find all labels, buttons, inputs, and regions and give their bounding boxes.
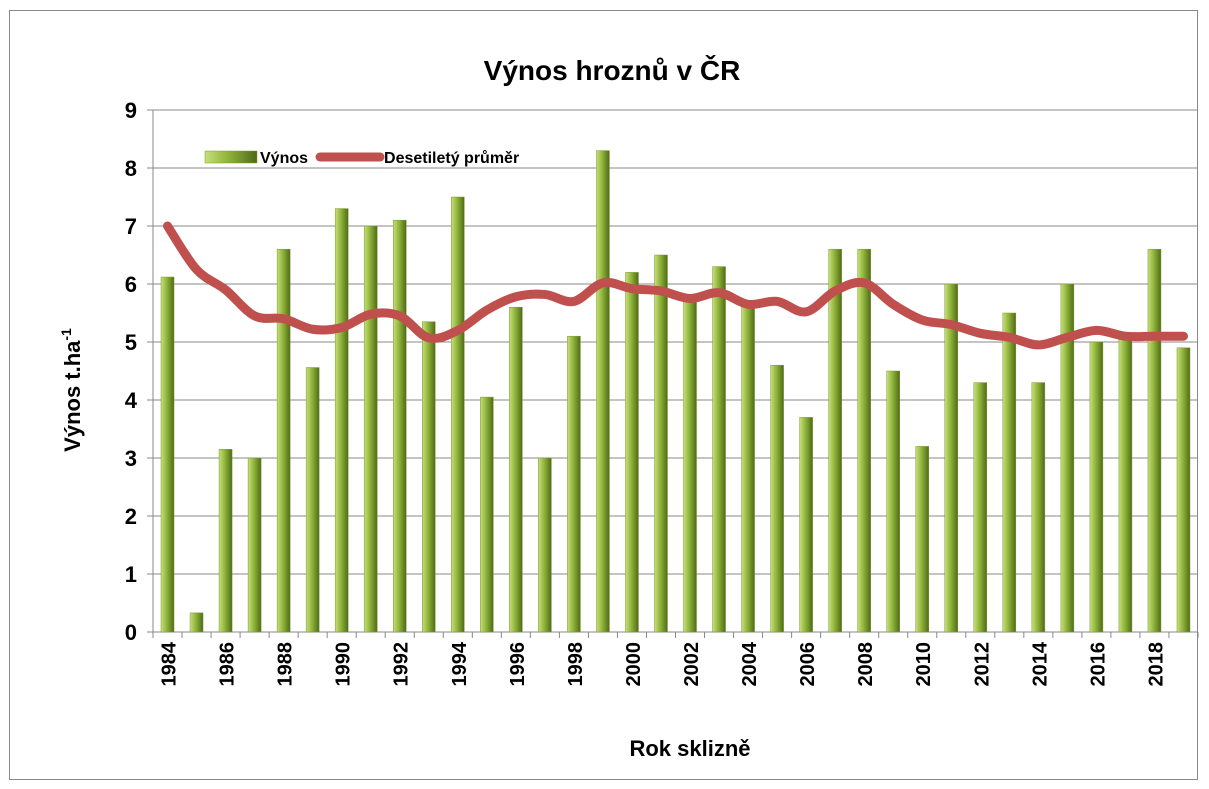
x-tick-label: 1992 bbox=[391, 642, 413, 687]
bar bbox=[392, 219, 407, 633]
bar bbox=[567, 335, 581, 633]
bar bbox=[1031, 382, 1046, 633]
x-tick-label: 1988 bbox=[275, 642, 297, 687]
bar bbox=[683, 298, 697, 633]
bar bbox=[189, 612, 204, 633]
bar bbox=[596, 150, 610, 633]
y-tick-label: 1 bbox=[125, 562, 137, 587]
bar bbox=[828, 248, 842, 633]
bar bbox=[654, 254, 668, 633]
bar bbox=[1002, 312, 1017, 633]
bar bbox=[247, 457, 262, 633]
y-tick-label: 3 bbox=[125, 446, 137, 471]
x-tick-label: 2014 bbox=[1029, 641, 1051, 686]
y-tick-label: 0 bbox=[125, 620, 137, 645]
x-tick-label: 2010 bbox=[913, 642, 935, 687]
bar bbox=[1147, 248, 1162, 633]
y-axis-title-main: Výnos t.ha bbox=[60, 340, 85, 452]
x-tick-label: 2000 bbox=[623, 642, 645, 687]
x-tick-label: 2016 bbox=[1087, 642, 1109, 687]
bar bbox=[625, 272, 639, 633]
y-tick-label: 9 bbox=[125, 98, 137, 123]
bar bbox=[218, 449, 233, 633]
x-tick-label: 2002 bbox=[681, 642, 703, 687]
bar bbox=[1176, 347, 1191, 633]
bar bbox=[799, 417, 813, 633]
bar bbox=[1060, 283, 1075, 633]
y-axis-title-sup: -1 bbox=[58, 328, 74, 341]
y-tick-label: 4 bbox=[125, 388, 138, 413]
legend-label: Desetiletý průměr bbox=[384, 150, 519, 167]
legend-swatch bbox=[204, 150, 258, 164]
bar bbox=[915, 446, 929, 633]
legend-label: Výnos bbox=[260, 150, 308, 167]
bar bbox=[422, 321, 436, 633]
x-tick-label: 1990 bbox=[333, 642, 355, 687]
y-tick-label: 8 bbox=[125, 156, 137, 181]
y-tick-label: 6 bbox=[125, 272, 137, 297]
x-tick-label: 1996 bbox=[507, 642, 529, 687]
bar bbox=[480, 396, 494, 633]
x-tick-label: 1998 bbox=[565, 642, 587, 687]
bar bbox=[305, 367, 320, 633]
chart-title: Výnos hroznů v ČR bbox=[484, 54, 741, 86]
x-tick-label: 2008 bbox=[855, 642, 877, 687]
x-axis-title: Rok sklizně bbox=[629, 736, 750, 761]
bar bbox=[973, 382, 988, 633]
y-tick-label: 2 bbox=[125, 504, 137, 529]
x-tick-label: 2006 bbox=[797, 642, 819, 687]
bar bbox=[160, 276, 175, 633]
x-tick-label: 1984 bbox=[159, 641, 181, 686]
bar bbox=[363, 225, 378, 633]
y-tick-label: 5 bbox=[125, 330, 137, 355]
bar bbox=[857, 248, 871, 633]
bar bbox=[334, 208, 349, 633]
line bbox=[163, 221, 1188, 350]
x-tick-label: 1994 bbox=[449, 641, 471, 686]
bar bbox=[712, 266, 726, 633]
x-tick-label: 1986 bbox=[217, 642, 239, 687]
x-tick-label: 2012 bbox=[971, 642, 993, 687]
bar bbox=[944, 283, 959, 633]
bar bbox=[538, 457, 552, 633]
bar bbox=[741, 306, 755, 633]
bar bbox=[886, 370, 900, 633]
bar bbox=[1118, 335, 1133, 633]
x-tick-label: 2004 bbox=[739, 641, 761, 686]
x-tick-label: 2018 bbox=[1145, 642, 1167, 687]
bar bbox=[509, 306, 523, 633]
bar bbox=[1089, 341, 1104, 633]
y-axis-title: Výnos t.ha-1 bbox=[58, 328, 85, 452]
bar bbox=[770, 364, 784, 633]
bar bbox=[276, 248, 291, 633]
bar bbox=[451, 196, 465, 633]
y-tick-label: 7 bbox=[125, 214, 137, 239]
